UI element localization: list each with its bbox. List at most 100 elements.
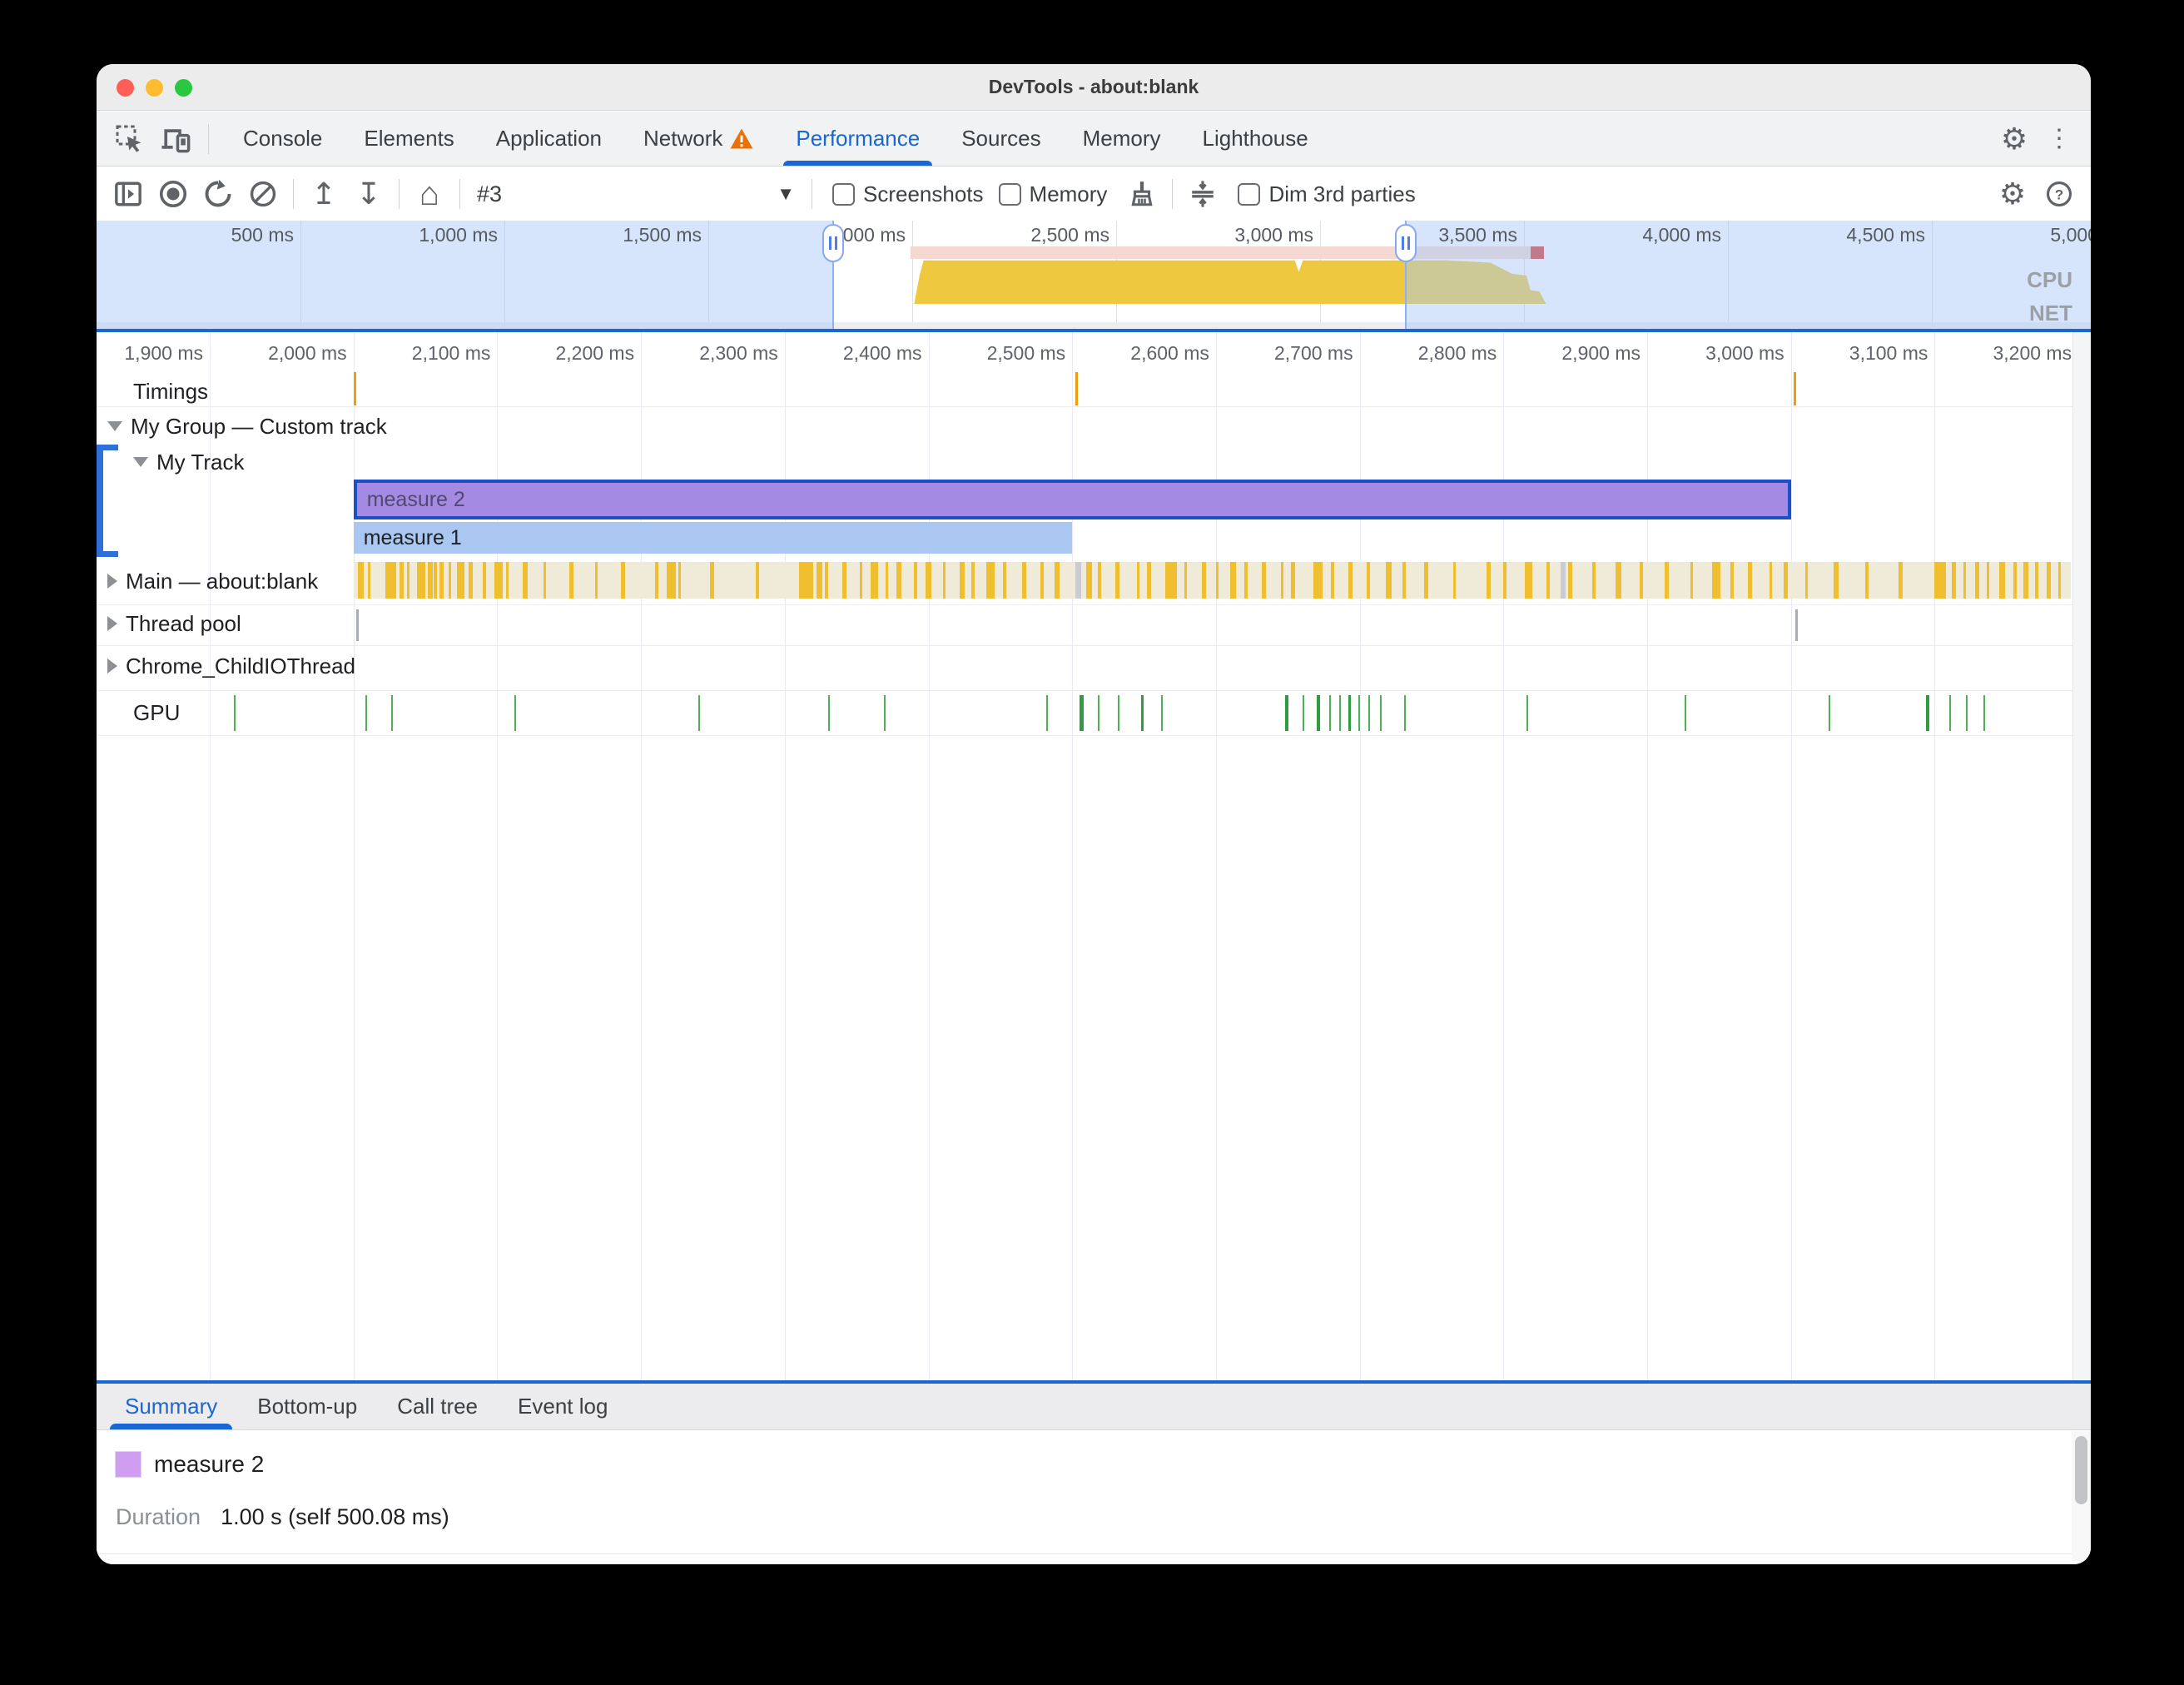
toggle-sidebar-icon[interactable] — [108, 174, 148, 214]
tab-lighthouse[interactable]: Lighthouse — [1202, 126, 1308, 151]
selection-handle-line[interactable] — [831, 221, 834, 329]
dim-third-parties-checkbox[interactable]: Dim 3rd parties — [1238, 181, 1416, 207]
expand-triangle-icon — [133, 457, 148, 467]
tab-elements[interactable]: Elements — [364, 126, 454, 151]
kebab-menu-icon[interactable]: ⋮ — [2047, 125, 2072, 152]
overview-tick-label: 500 ms — [231, 224, 294, 246]
tab-bottom-up[interactable]: Bottom-up — [257, 1394, 358, 1419]
network-overview-strip — [910, 246, 1531, 259]
flame-ruler-label: 3,100 ms — [1849, 342, 1928, 364]
save-profile-icon[interactable]: ↧ — [355, 176, 382, 211]
gpu-tick — [1316, 695, 1320, 731]
measure-bar[interactable]: measure 2 — [353, 480, 1791, 519]
flame-gridline — [353, 332, 355, 1380]
tab-console[interactable]: Console — [243, 126, 323, 151]
record-button[interactable] — [153, 174, 193, 214]
tab-memory[interactable]: Memory — [1082, 126, 1161, 151]
gpu-tick — [1339, 695, 1342, 731]
main-activity-bar — [428, 562, 433, 599]
main-activity-bar — [1244, 562, 1248, 599]
main-activity-bar — [1098, 562, 1101, 599]
inspect-element-icon[interactable] — [110, 119, 150, 159]
main-activity-bar — [1865, 562, 1869, 599]
main-activity-bar — [1201, 562, 1206, 599]
collapse-tracks-icon[interactable] — [1183, 174, 1223, 214]
track-header-thread-pool[interactable]: Thread pool — [107, 609, 241, 638]
track-header-my-track[interactable]: My Track — [133, 448, 244, 476]
recording-select[interactable]: #3 ▼ — [477, 181, 795, 207]
selection-handle-right[interactable] — [1394, 224, 1417, 262]
garbage-collect-brush-icon[interactable] — [1122, 174, 1162, 214]
summary-scrollbar[interactable] — [2072, 1431, 2091, 1561]
tab-sources[interactable]: Sources — [961, 126, 1041, 151]
overview-tick-label: 4,500 ms — [1846, 224, 1925, 246]
screenshots-checkbox[interactable]: Screenshots — [832, 181, 984, 207]
main-activity-bar — [1424, 562, 1429, 599]
main-activity-bar — [434, 562, 437, 599]
gpu-tick — [1329, 695, 1332, 731]
help-icon[interactable]: ? — [2039, 174, 2079, 214]
main-activity-bar — [1747, 562, 1753, 599]
capture-settings-gear-icon[interactable]: ⚙ — [1998, 176, 2027, 211]
panel-splitter[interactable] — [97, 1380, 2091, 1384]
flame-chart[interactable]: 1,900 ms 2,000 ms 2,100 ms 2,200 ms 2,300 ms… — [97, 332, 2091, 1380]
clear-button[interactable] — [243, 174, 283, 214]
timeline-overview[interactable]: 500 ms 1,000 ms 1,500 ms 2,000 ms 2,500 ms 3,… — [97, 221, 2091, 332]
tab-call-tree[interactable]: Call tree — [397, 1394, 479, 1419]
scrollbar-thumb[interactable] — [2075, 1436, 2087, 1504]
track-header-my-group[interactable]: My Group — Custom track — [107, 412, 387, 440]
main-activity-bar — [1963, 562, 1967, 599]
flame-gridline — [1215, 332, 1217, 1380]
threadpool-tick — [356, 609, 360, 641]
main-activity-bar — [1769, 562, 1773, 599]
selection-handle-line[interactable] — [1404, 221, 1407, 329]
row-separator — [97, 690, 2091, 691]
divider — [208, 123, 209, 154]
memory-checkbox[interactable]: Memory — [998, 181, 1107, 207]
load-profile-icon[interactable]: ↥ — [310, 176, 337, 211]
main-activity-bar — [1055, 562, 1060, 599]
devtools-tabbar: Console Elements Application Network Per… — [97, 112, 2091, 167]
gpu-tick — [1684, 695, 1686, 731]
reload-record-button[interactable] — [198, 174, 238, 214]
flame-gridline — [1503, 332, 1505, 1380]
settings-gear-icon[interactable]: ⚙ — [2000, 122, 2028, 156]
main-activity-bar — [1165, 562, 1178, 599]
main-activity-bar — [416, 562, 426, 599]
gpu-tick — [1046, 695, 1049, 731]
home-icon[interactable]: ⌂ — [419, 176, 440, 212]
titlebar: DevTools - about:blank — [97, 64, 2091, 111]
tab-summary[interactable]: Summary — [105, 1384, 237, 1429]
row-separator — [97, 645, 2091, 646]
main-activity-bar — [1503, 562, 1506, 599]
main-activity-bar — [1184, 562, 1188, 599]
close-window-button[interactable] — [117, 79, 134, 97]
selection-handle-left[interactable] — [821, 224, 844, 262]
main-activity-bar — [871, 562, 879, 599]
track-header-childio[interactable]: Chrome_ChildIOThread — [107, 652, 355, 680]
flame-scrollbar-gutter[interactable] — [2072, 332, 2091, 1380]
main-activity-bar — [1999, 562, 2005, 599]
flame-ruler-label: 2,400 ms — [842, 342, 922, 364]
flame-gridline — [1790, 332, 1792, 1380]
main-activity-bar — [1021, 562, 1026, 599]
track-header-main[interactable]: Main — about:blank — [107, 567, 318, 595]
main-activity-bar — [1003, 562, 1006, 599]
performance-toolbar: ↥ ↧ ⌂ #3 ▼ Screenshots Memory — [97, 167, 2091, 221]
main-activity-bar — [799, 562, 814, 599]
threadpool-tick — [1794, 609, 1798, 641]
tab-network[interactable]: Network — [623, 112, 775, 166]
zoom-window-button[interactable] — [175, 79, 192, 97]
overview-tick-label: 3,500 ms — [1438, 224, 1517, 246]
minimize-window-button[interactable] — [146, 79, 163, 97]
flame-ruler-label: 2,300 ms — [699, 342, 778, 364]
measure-bar[interactable]: measure 1 — [353, 522, 1073, 554]
device-toolbar-icon[interactable] — [156, 119, 196, 159]
tab-performance[interactable]: Performance — [775, 112, 941, 166]
track-header-label: My Track — [156, 449, 245, 475]
tab-event-log[interactable]: Event log — [518, 1394, 608, 1419]
main-activity-bar — [655, 562, 658, 599]
gpu-tick — [1926, 695, 1930, 731]
tab-application[interactable]: Application — [495, 126, 602, 151]
main-activity-strip[interactable] — [353, 562, 2072, 599]
